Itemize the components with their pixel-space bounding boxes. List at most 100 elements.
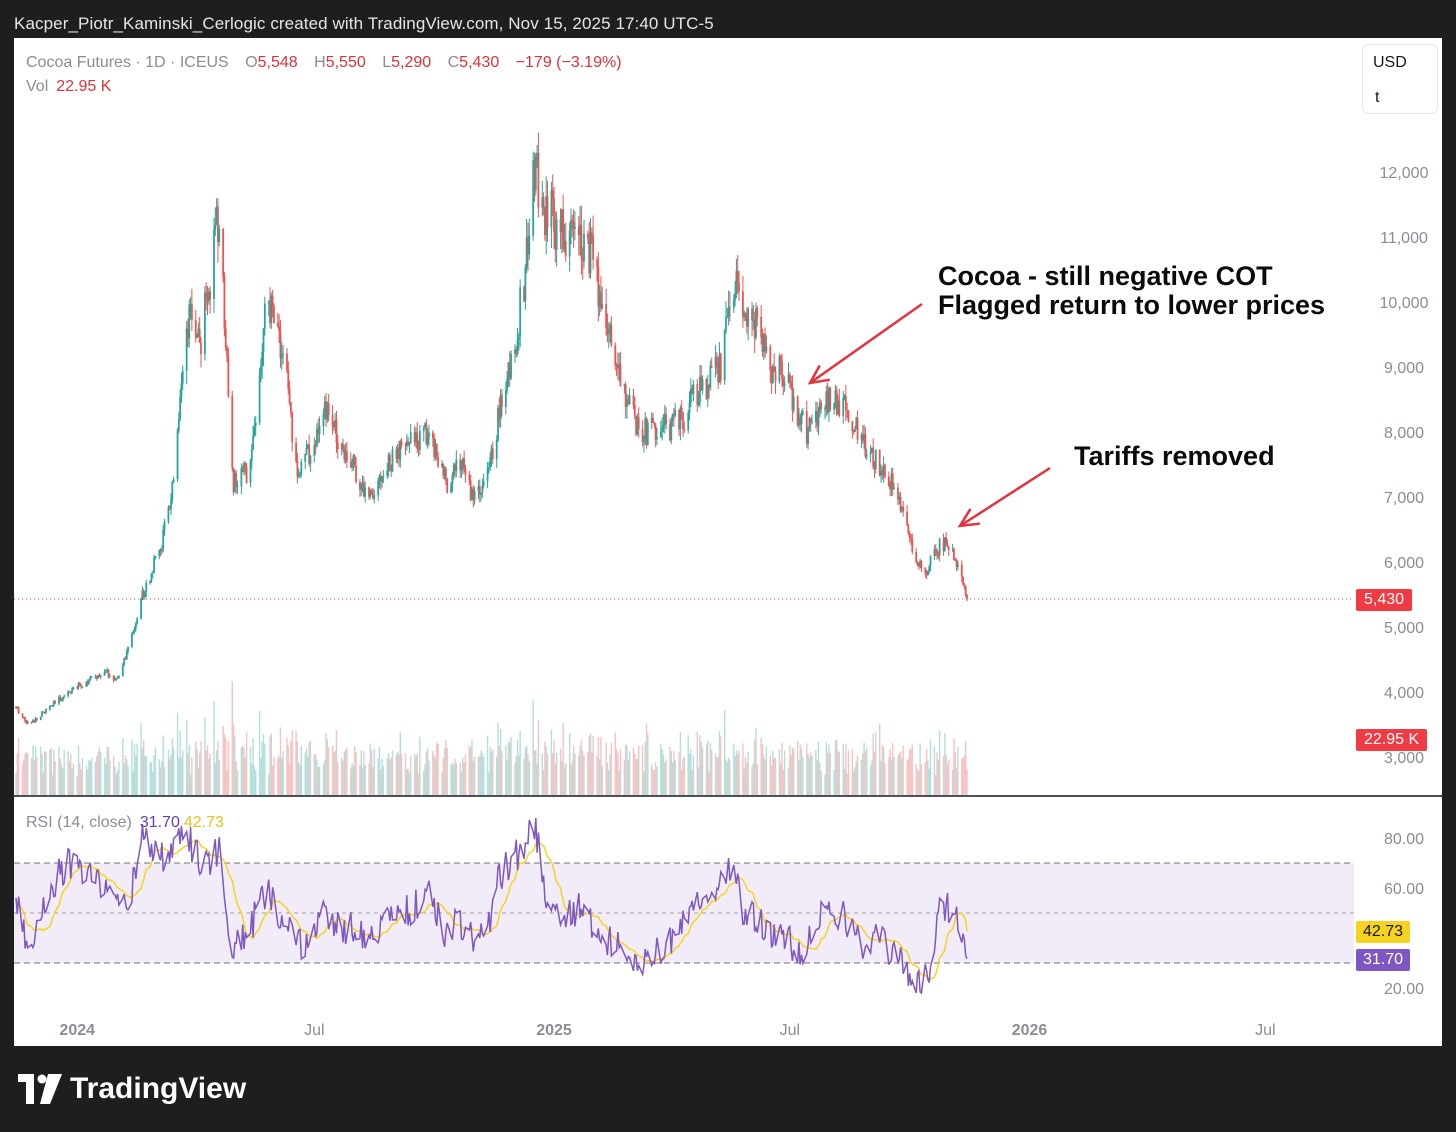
candle-body [835, 390, 838, 414]
volume-bar [516, 739, 519, 795]
time-tick-label: Jul [1255, 1022, 1275, 1039]
candle-body [405, 441, 408, 447]
candle-body [368, 487, 370, 497]
candle-body [580, 224, 583, 258]
candle-body [469, 480, 472, 501]
candle-body [637, 417, 640, 429]
candle-body [568, 230, 571, 257]
volume-bar [343, 751, 345, 795]
volume-bar [679, 731, 682, 795]
price-tick-label: 4,000 [1384, 685, 1424, 702]
candle-body [855, 417, 858, 430]
unit-label[interactable]: t [1375, 89, 1380, 106]
volume-bar [469, 747, 472, 795]
volume-bar [314, 754, 317, 795]
volume-bar [370, 750, 373, 795]
volume-bar [416, 753, 418, 795]
candle-body [433, 437, 436, 458]
candle-body [141, 590, 144, 599]
candle-body [633, 405, 636, 416]
chart-canvas[interactable]: 3,000 4,000 5,000 6,000 7,000 8,000 9,000 10,00… [14, 38, 1442, 1046]
candle-body [826, 391, 829, 413]
volume-bar [514, 763, 516, 795]
candle-body [517, 336, 520, 340]
rsi-label[interactable]: RSI (14, close) [26, 814, 132, 831]
volume-bar [255, 770, 257, 795]
candle-body [497, 407, 499, 440]
volume-bar [167, 749, 170, 795]
candle-body [727, 307, 730, 317]
candle-body [800, 414, 803, 425]
chart-panel[interactable]: 3,000 4,000 5,000 6,000 7,000 8,000 9,000 10,00… [14, 38, 1442, 1046]
candle-body [824, 408, 826, 410]
candle-body [670, 420, 673, 441]
volume-bar [955, 767, 958, 795]
candle-body [464, 468, 467, 476]
volume-bar [651, 764, 653, 795]
volume-bar [51, 775, 54, 795]
volume-bar [107, 747, 110, 795]
volume-bar [800, 748, 803, 795]
high-value: 5,550 [325, 54, 366, 71]
volume-bar [468, 745, 471, 795]
candle-body [726, 316, 729, 318]
volume-bar [918, 770, 920, 795]
candle-body [267, 301, 270, 304]
volume-bar [660, 744, 662, 795]
candle-body [764, 333, 766, 352]
candle-body [203, 292, 206, 355]
volume-bar [245, 732, 248, 795]
candle-body [869, 452, 872, 455]
volume-bar [937, 760, 940, 795]
arrow-cot [809, 302, 923, 385]
rsi-tick-label: 80.00 [1384, 831, 1424, 848]
candle-body [770, 370, 773, 384]
volume-bar [197, 767, 200, 795]
volume-bar [499, 729, 502, 795]
candle-body [844, 395, 847, 411]
candle-body [116, 677, 119, 680]
volume-bar [842, 743, 844, 795]
open-value: 5,548 [257, 54, 298, 71]
volume-bar [408, 772, 411, 795]
candle-body [643, 438, 645, 443]
currency-unit-box[interactable]: USD t [1362, 44, 1438, 114]
volume-bar [67, 751, 69, 795]
candle-body [960, 564, 963, 577]
candle-body [181, 370, 184, 384]
volume-bar [116, 770, 119, 795]
volume-bar [437, 743, 439, 795]
volume-bar [140, 722, 142, 795]
candle-body [260, 366, 262, 376]
candle-body [415, 432, 417, 443]
volume-bar [459, 762, 461, 795]
candle-body [179, 396, 182, 420]
candle-body [791, 387, 794, 411]
candle-body [123, 658, 126, 665]
candle-body [188, 304, 191, 339]
volume-bar [536, 764, 538, 795]
candle-body [98, 675, 101, 678]
candle-body [504, 390, 507, 407]
volume-bar [811, 755, 813, 795]
symbol-label[interactable]: Cocoa Futures · 1D · ICEUS [26, 54, 229, 71]
candle-body [26, 721, 29, 724]
candle-body [106, 669, 109, 672]
currency-label[interactable]: USD [1373, 54, 1407, 71]
volume-bar [632, 747, 635, 795]
candle-body [450, 484, 453, 493]
candle-body [550, 190, 553, 227]
volume-label[interactable]: Vol [26, 78, 49, 95]
candle-body [200, 342, 202, 355]
volume-bar [496, 756, 498, 795]
volume-bar [961, 758, 963, 795]
candle-body [352, 455, 355, 463]
volume-bar [600, 737, 602, 795]
volume-bar [240, 747, 243, 795]
volume-bar [545, 745, 547, 795]
candle-body [233, 473, 236, 493]
candle-body [851, 421, 854, 432]
candle-body [218, 228, 221, 242]
candle-body [145, 583, 148, 593]
candle-body [732, 299, 735, 309]
